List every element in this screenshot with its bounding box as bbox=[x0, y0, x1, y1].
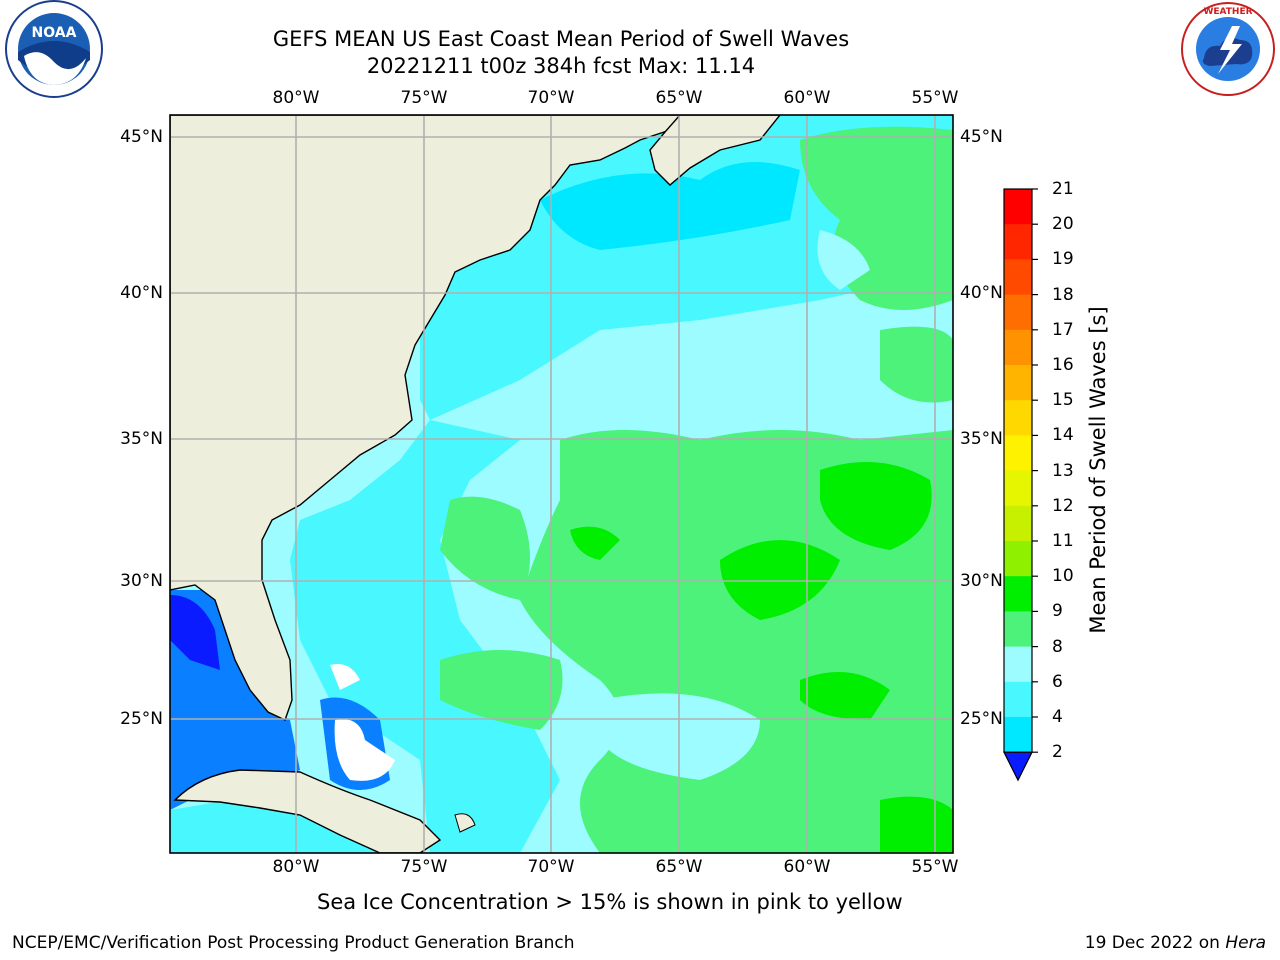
colorbar-segment bbox=[1004, 294, 1032, 331]
colorbar-tick-label: 10 bbox=[1052, 566, 1074, 587]
colorbar-tick-label: 19 bbox=[1052, 249, 1074, 270]
footer-date-text: 19 Dec 2022 on bbox=[1084, 933, 1220, 953]
lat-label-left: 30°N bbox=[120, 571, 163, 591]
lon-label-bottom: 55°W bbox=[911, 857, 959, 877]
colorbar-tick-label: 8 bbox=[1052, 636, 1063, 657]
colorbar-segment bbox=[1004, 681, 1032, 718]
lat-label-right: 25°N bbox=[960, 709, 1003, 729]
colorbar-segment bbox=[1004, 717, 1032, 753]
lon-label-bottom: 75°W bbox=[400, 857, 448, 877]
lon-label-bottom: 70°W bbox=[527, 857, 575, 877]
sea-ice-note: Sea Ice Concentration > 15% is shown in … bbox=[317, 890, 903, 914]
colorbar-segment bbox=[1004, 646, 1032, 683]
lon-label-top: 55°W bbox=[911, 88, 959, 108]
lat-label-right: 30°N bbox=[960, 571, 1003, 591]
cuba-land bbox=[173, 769, 442, 853]
bright-green-patch bbox=[720, 540, 840, 620]
lon-label-bottom: 60°W bbox=[783, 857, 831, 877]
colorbar-segment bbox=[1004, 224, 1032, 260]
lon-label-bottom: 65°W bbox=[655, 857, 703, 877]
colorbar-segment bbox=[1004, 541, 1032, 577]
nova-scotia-land bbox=[649, 115, 781, 186]
svg-text:NOAA: NOAA bbox=[32, 25, 77, 41]
colorbar-tick-label: 6 bbox=[1052, 671, 1063, 692]
colorbar-segment bbox=[1004, 505, 1032, 542]
lat-label-left: 25°N bbox=[120, 709, 163, 729]
lat-label-left: 35°N bbox=[120, 429, 163, 449]
colorbar-tick-label: 18 bbox=[1052, 284, 1074, 305]
lon-label-bottom: 80°W bbox=[272, 857, 320, 877]
map-frame bbox=[169, 114, 954, 854]
colorbar-tick-label: 15 bbox=[1052, 390, 1074, 411]
lon-label-top: 75°W bbox=[400, 88, 448, 108]
colorbar-tick-label: 17 bbox=[1052, 319, 1074, 340]
svg-text:WEATHER: WEATHER bbox=[1203, 7, 1252, 17]
colorbar-tick-label: 4 bbox=[1052, 707, 1063, 727]
noaa-logo: NOAA bbox=[5, 0, 103, 98]
cyan-coastal-field bbox=[290, 420, 560, 853]
colorbar-tick-label: 11 bbox=[1052, 531, 1074, 551]
colorbar-tick-label: 20 bbox=[1052, 214, 1074, 235]
lat-label-right: 40°N bbox=[960, 283, 1003, 303]
lat-label-left: 45°N bbox=[120, 127, 163, 147]
lon-label-top: 60°W bbox=[783, 88, 831, 108]
colorbar-extend-triangle bbox=[1003, 751, 1033, 782]
lat-label-right: 35°N bbox=[960, 429, 1003, 449]
colorbar-segment bbox=[1004, 329, 1032, 366]
colorbar-segment bbox=[1004, 435, 1032, 472]
colorbar-label: Mean Period of Swell Waves [s] bbox=[1086, 306, 1110, 634]
colorbar-tick-label: 2 bbox=[1052, 742, 1063, 763]
footer-machine: Hera bbox=[1225, 933, 1266, 953]
graticule bbox=[170, 115, 953, 853]
colorbar bbox=[1003, 188, 1038, 782]
nws-logo: WEATHER bbox=[1181, 2, 1275, 96]
map-area bbox=[170, 115, 953, 853]
colorbar-tick-label: 14 bbox=[1052, 425, 1074, 446]
colorbar-segment bbox=[1004, 400, 1032, 436]
lon-label-top: 70°W bbox=[527, 88, 575, 108]
chart-title: GEFS MEAN US East Coast Mean Period of S… bbox=[272, 27, 850, 51]
lat-label-right: 45°N bbox=[960, 127, 1003, 147]
chart-subtitle: 20221211 t00z 384h fcst Max: 11.14 bbox=[366, 54, 756, 78]
north-america-land bbox=[170, 115, 681, 721]
lat-label-left: 40°N bbox=[120, 283, 163, 303]
footer-organization: NCEP/EMC/Verification Post Processing Pr… bbox=[12, 933, 575, 953]
colorbar-tick-label: 12 bbox=[1052, 495, 1074, 516]
colorbar-segment bbox=[1004, 470, 1032, 507]
colorbar-tick-label: 13 bbox=[1052, 460, 1074, 481]
colorbar-segment bbox=[1004, 259, 1032, 296]
colorbar-tick-label: 9 bbox=[1052, 601, 1063, 622]
lon-label-top: 65°W bbox=[655, 88, 703, 108]
colorbar-segment bbox=[1004, 611, 1032, 648]
colorbar-segment bbox=[1004, 365, 1032, 401]
colorbar-segment bbox=[1004, 576, 1032, 612]
colorbar-tick-label: 21 bbox=[1052, 179, 1074, 199]
footer-date: 19 Dec 2022 on Hera bbox=[1085, 933, 1266, 953]
colorbar-segment bbox=[1004, 189, 1032, 225]
lon-label-top: 80°W bbox=[272, 88, 320, 108]
colorbar-tick-label: 16 bbox=[1052, 355, 1074, 375]
